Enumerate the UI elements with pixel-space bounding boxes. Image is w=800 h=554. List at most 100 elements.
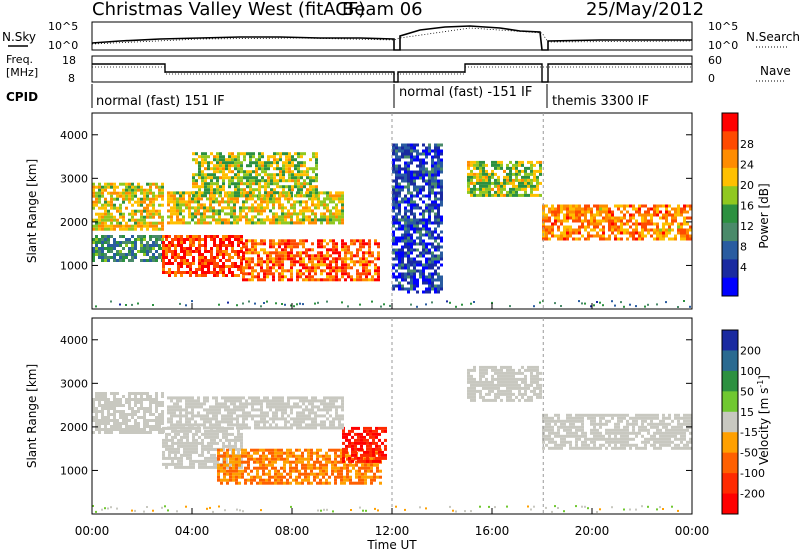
- echo-cell: [434, 149, 437, 153]
- echo-cell: [334, 460, 337, 464]
- echo-cell: [335, 197, 338, 201]
- echo-cell: [302, 218, 305, 222]
- echo-cell: [419, 167, 422, 171]
- echo-cell: [416, 227, 419, 231]
- echo-cell: [332, 245, 335, 249]
- echo-cell: [311, 402, 314, 406]
- echo-cell: [247, 454, 250, 458]
- echo-cell: [283, 481, 286, 485]
- echo-cell: [171, 447, 174, 451]
- echo-cell: [291, 179, 294, 183]
- echo-cell: [512, 187, 515, 191]
- echo-cell: [241, 472, 244, 476]
- echo-cell: [334, 451, 337, 455]
- echo-cell: [428, 206, 431, 210]
- echo-cell: [569, 207, 572, 211]
- echo-cell: [245, 417, 248, 421]
- echo-cell: [271, 460, 274, 464]
- echo-cell: [488, 193, 491, 197]
- echo-cell: [398, 146, 401, 150]
- echo-cell: [113, 244, 116, 247]
- echo-cell: [180, 429, 183, 433]
- echo-cell: [131, 410, 134, 413]
- echo-cell: [128, 419, 131, 422]
- echo-cell: [113, 259, 116, 262]
- echo-cell: [665, 301, 667, 304]
- echo-cell: [131, 197, 134, 201]
- echo-cell: [363, 453, 366, 457]
- echo-cell: [569, 213, 572, 217]
- echo-cell: [428, 278, 431, 282]
- echo-cell: [143, 215, 146, 219]
- echo-cell: [227, 301, 229, 304]
- echo-cell: [251, 197, 254, 201]
- echo-cell: [309, 179, 312, 183]
- echo-cell: [224, 402, 227, 406]
- echo-cell: [107, 185, 110, 189]
- echo-cell: [174, 256, 177, 259]
- echo-cell: [128, 227, 131, 231]
- echo-cell: [384, 444, 387, 448]
- echo-cell: [212, 396, 215, 400]
- echo-cell: [107, 224, 110, 228]
- echo-cell: [482, 160, 485, 164]
- echo-cell: [189, 268, 192, 271]
- echo-cell: [168, 274, 171, 277]
- echo-cell: [482, 187, 485, 191]
- echo-cell: [113, 422, 116, 425]
- echo-cell: [177, 438, 180, 442]
- echo-cell: [210, 167, 213, 171]
- echo-cell: [305, 263, 308, 267]
- echo-cell: [215, 399, 218, 403]
- echo-cell: [293, 257, 296, 261]
- echo-cell: [225, 265, 228, 268]
- echo-cell: [179, 405, 182, 409]
- echo-cell: [284, 426, 287, 430]
- echo-cell: [346, 472, 349, 476]
- echo-cell: [337, 448, 340, 452]
- echo-cell: [404, 149, 407, 153]
- echo-cell: [296, 272, 299, 276]
- echo-cell: [258, 185, 261, 189]
- echo-cell: [198, 191, 201, 195]
- echo-cell: [174, 259, 177, 262]
- echo-cell: [245, 197, 248, 201]
- echo-cell: [158, 203, 161, 207]
- echo-cell: [299, 209, 302, 213]
- echo-cell: [201, 432, 204, 436]
- echo-cell: [378, 426, 381, 430]
- echo-cell: [419, 233, 422, 237]
- echo-cell: [524, 166, 527, 170]
- echo-cell: [323, 239, 326, 243]
- echo-cell: [302, 263, 305, 267]
- echo-cell: [437, 245, 440, 249]
- echo-cell: [428, 233, 431, 237]
- echo-cell: [437, 143, 440, 147]
- echo-cell: [410, 212, 413, 216]
- echo-cell: [392, 197, 395, 201]
- echo-cell: [230, 221, 233, 225]
- echo-cell: [392, 149, 395, 153]
- echo-cell: [206, 215, 209, 219]
- echo-cell: [340, 460, 343, 464]
- echo-cell: [219, 438, 222, 442]
- echo-cell: [116, 392, 119, 395]
- echo-cell: [545, 231, 548, 235]
- echo-cell: [149, 235, 152, 238]
- echo-cell: [134, 401, 137, 404]
- echo-cell: [275, 251, 278, 255]
- echo-cell: [122, 259, 125, 262]
- echo-cell: [137, 224, 140, 228]
- echo-cell: [434, 278, 437, 282]
- echo-cell: [197, 221, 200, 225]
- echo-cell: [220, 478, 223, 482]
- echo-cell: [195, 429, 198, 433]
- echo-cell: [203, 414, 206, 418]
- echo-cell: [182, 203, 185, 207]
- echo-cell: [110, 247, 113, 250]
- echo-cell: [407, 200, 410, 204]
- echo-cell: [219, 250, 222, 253]
- echo-cell: [354, 453, 357, 457]
- echo-cell: [213, 173, 216, 177]
- echo-cell: [251, 206, 254, 210]
